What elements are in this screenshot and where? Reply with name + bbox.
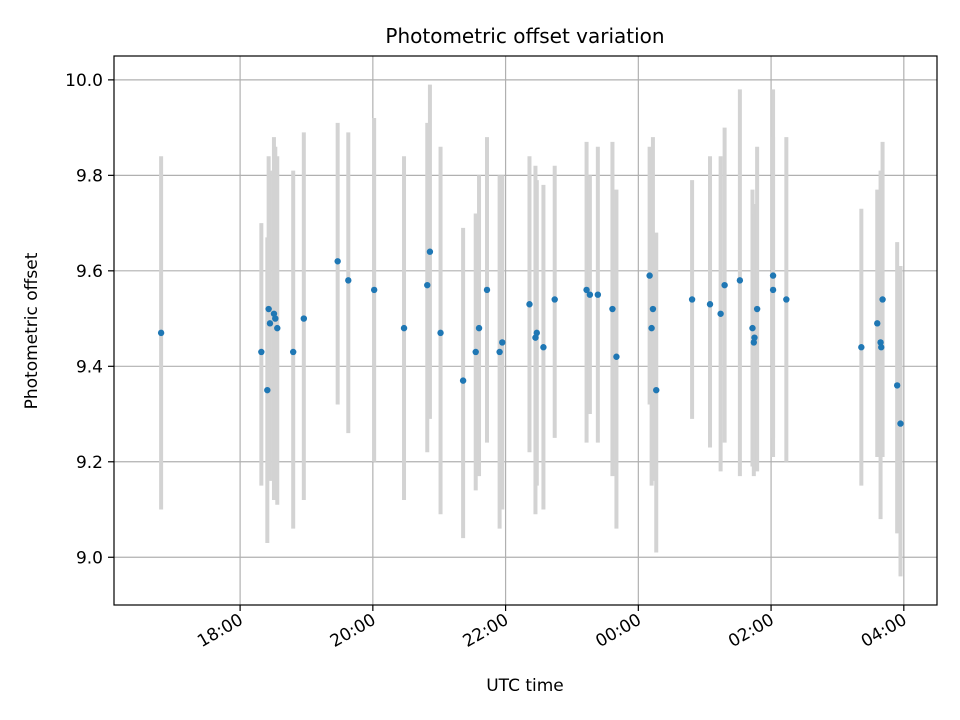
data-point: [459, 377, 467, 384]
data-point: [750, 339, 758, 346]
data-point: [706, 301, 714, 308]
data-point: [646, 272, 653, 279]
plot-frame: [113, 55, 938, 606]
data-point: [426, 248, 434, 255]
data-point: [688, 296, 696, 303]
y-tick-label: 9.2: [76, 453, 103, 473]
data-point: [274, 324, 281, 332]
y-tick-label: 9.0: [76, 548, 103, 568]
data-point: [751, 334, 758, 341]
data-points: [157, 248, 904, 427]
data-point: [717, 310, 724, 317]
data-point: [300, 315, 308, 322]
data-point: [749, 324, 756, 332]
data-point: [370, 286, 378, 294]
x-axis-label: UTC time: [486, 676, 564, 696]
data-point: [586, 291, 594, 298]
data-point: [424, 281, 431, 289]
data-point: [877, 339, 884, 346]
data-point: [272, 315, 279, 322]
y-tick-label: 10.0: [65, 71, 103, 91]
data-point: [540, 344, 547, 351]
data-point: [290, 348, 297, 356]
data-point: [609, 305, 616, 313]
data-point: [736, 277, 744, 284]
data-point: [334, 258, 341, 265]
data-point: [264, 386, 271, 394]
data-point: [400, 324, 408, 332]
data-point: [437, 329, 444, 337]
data-point: [472, 348, 479, 356]
data-point: [878, 344, 885, 351]
data-point: [594, 291, 602, 298]
data-point: [526, 301, 533, 308]
y-axis-label: Photometric offset: [22, 252, 42, 409]
data-point: [483, 286, 491, 294]
data-point: [769, 272, 777, 279]
data-point: [258, 348, 265, 356]
data-point: [858, 344, 865, 351]
data-point: [649, 305, 657, 313]
data-point: [265, 305, 272, 313]
data-point: [157, 329, 165, 337]
data-point: [613, 353, 620, 360]
y-tick-label: 9.6: [76, 262, 103, 282]
y-tick-label: 9.8: [76, 166, 103, 186]
y-tick-label: 9.4: [76, 357, 103, 377]
data-point: [753, 305, 761, 313]
data-point: [551, 296, 558, 303]
data-point: [266, 320, 274, 327]
data-point: [533, 329, 540, 337]
data-point: [648, 324, 655, 332]
data-point: [583, 286, 590, 294]
data-point: [475, 324, 483, 332]
data-point: [897, 420, 904, 427]
data-point: [783, 296, 790, 303]
chart-title: Photometric offset variation: [385, 24, 664, 48]
y-axis-ticks: 9.0 9.2 9.4 9.6 9.8 10.0: [65, 71, 114, 568]
data-point: [874, 320, 881, 327]
data-point: [893, 382, 901, 389]
data-point: [721, 281, 728, 289]
data-point: [496, 348, 503, 356]
data-point: [345, 277, 352, 284]
data-point: [879, 296, 886, 303]
data-point: [653, 386, 660, 394]
data-point: [769, 286, 777, 294]
data-point: [499, 339, 506, 346]
